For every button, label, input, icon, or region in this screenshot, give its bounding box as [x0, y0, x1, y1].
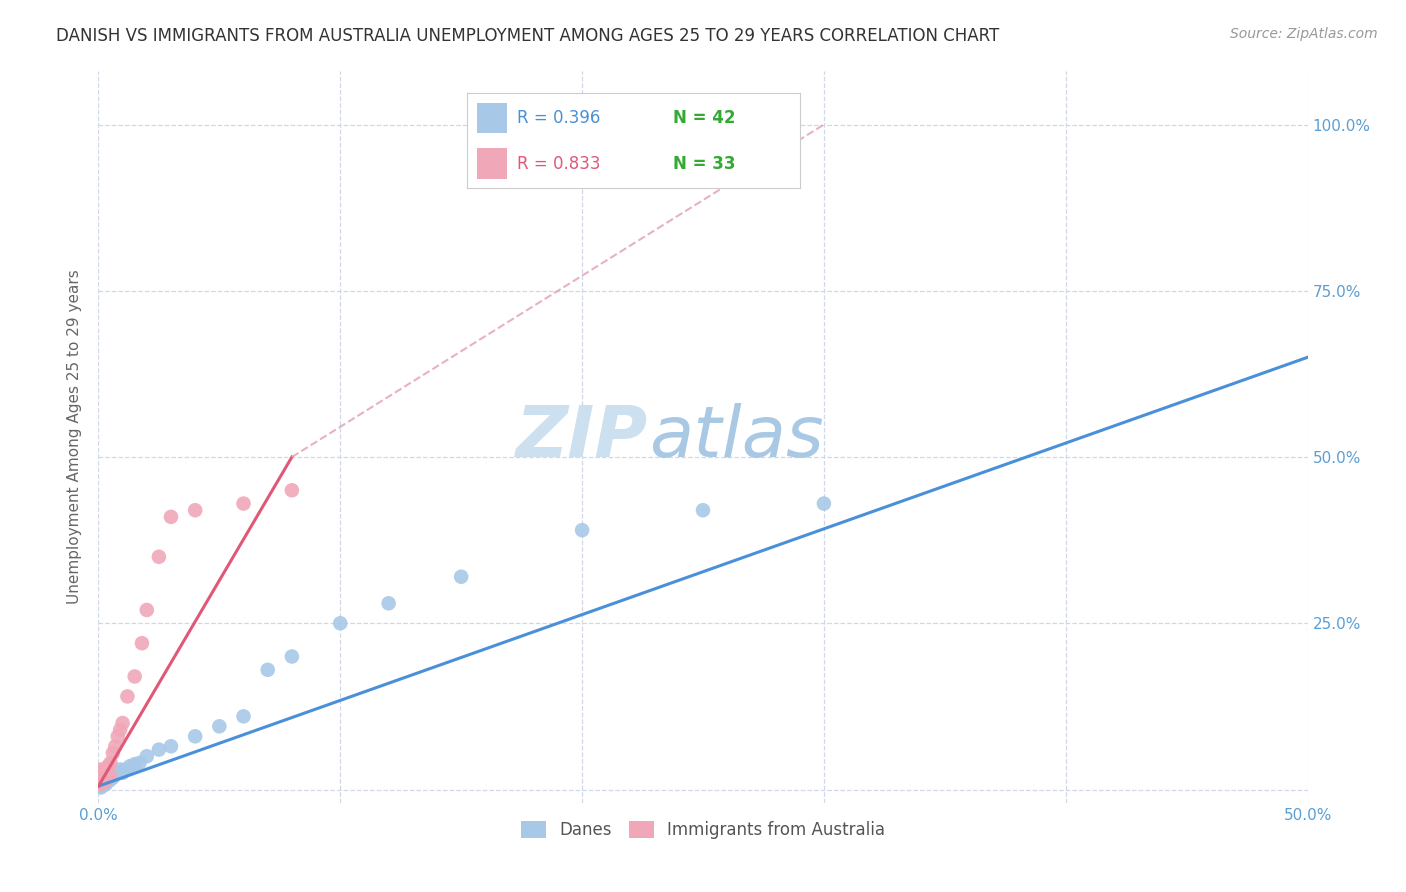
- Point: [94, 763, 117, 777]
- Point: [90, 763, 112, 777]
- Point: [117, 690, 139, 704]
- Point: [91, 779, 114, 793]
- Point: [97, 771, 120, 785]
- Point: [91, 776, 114, 790]
- Text: DANISH VS IMMIGRANTS FROM AUSTRALIA UNEMPLOYMENT AMONG AGES 25 TO 29 YEARS CORRE: DANISH VS IMMIGRANTS FROM AUSTRALIA UNEM…: [56, 27, 1000, 45]
- Point: [118, 759, 141, 773]
- Point: [104, 768, 127, 782]
- Point: [94, 769, 117, 783]
- Point: [87, 769, 110, 783]
- Point: [100, 769, 122, 783]
- Point: [90, 765, 112, 780]
- Point: [135, 603, 157, 617]
- Point: [124, 669, 146, 683]
- Point: [184, 729, 207, 743]
- Point: [281, 649, 304, 664]
- Point: [104, 739, 127, 754]
- Point: [160, 739, 183, 754]
- Text: ZIP: ZIP: [516, 402, 648, 472]
- Point: [232, 497, 254, 511]
- Point: [813, 497, 835, 511]
- Point: [232, 709, 254, 723]
- Point: [91, 776, 114, 790]
- Point: [100, 772, 122, 787]
- Point: [160, 509, 183, 524]
- Point: [91, 774, 114, 789]
- Y-axis label: Unemployment Among Ages 25 to 29 years: Unemployment Among Ages 25 to 29 years: [67, 269, 83, 605]
- Point: [87, 772, 110, 787]
- Point: [90, 772, 112, 787]
- Point: [101, 771, 124, 785]
- Point: [90, 777, 112, 791]
- Point: [184, 503, 207, 517]
- Point: [94, 776, 117, 790]
- Point: [91, 777, 114, 791]
- Point: [108, 763, 131, 777]
- Point: [94, 772, 117, 787]
- Point: [100, 769, 122, 783]
- Point: [100, 756, 122, 770]
- Legend: Danes, Immigrants from Australia: Danes, Immigrants from Australia: [515, 814, 891, 846]
- Point: [124, 757, 146, 772]
- Point: [87, 776, 110, 790]
- Point: [90, 776, 112, 790]
- Point: [97, 774, 120, 789]
- Point: [101, 746, 124, 760]
- Point: [208, 719, 231, 733]
- Point: [97, 759, 120, 773]
- Point: [148, 742, 170, 756]
- Point: [148, 549, 170, 564]
- Point: [450, 570, 472, 584]
- Point: [91, 769, 114, 783]
- Point: [90, 774, 112, 789]
- Text: atlas: atlas: [648, 402, 823, 472]
- Point: [377, 596, 399, 610]
- Point: [107, 729, 129, 743]
- Point: [114, 763, 136, 777]
- Point: [90, 779, 112, 793]
- Point: [87, 779, 110, 793]
- Point: [107, 765, 129, 780]
- Point: [111, 765, 134, 780]
- Point: [94, 772, 117, 787]
- Point: [94, 777, 117, 791]
- Point: [131, 636, 153, 650]
- Point: [128, 756, 150, 770]
- Point: [111, 716, 134, 731]
- Point: [692, 503, 714, 517]
- Point: [90, 780, 112, 795]
- Point: [91, 764, 114, 778]
- Text: Source: ZipAtlas.com: Source: ZipAtlas.com: [1230, 27, 1378, 41]
- Point: [90, 771, 112, 785]
- Point: [97, 765, 120, 780]
- Point: [101, 765, 124, 780]
- Point: [108, 723, 131, 737]
- Point: [329, 616, 352, 631]
- Point: [571, 523, 593, 537]
- Point: [90, 774, 112, 789]
- Point: [87, 777, 110, 791]
- Point: [281, 483, 304, 498]
- Point: [135, 749, 157, 764]
- Point: [91, 772, 114, 787]
- Point: [256, 663, 278, 677]
